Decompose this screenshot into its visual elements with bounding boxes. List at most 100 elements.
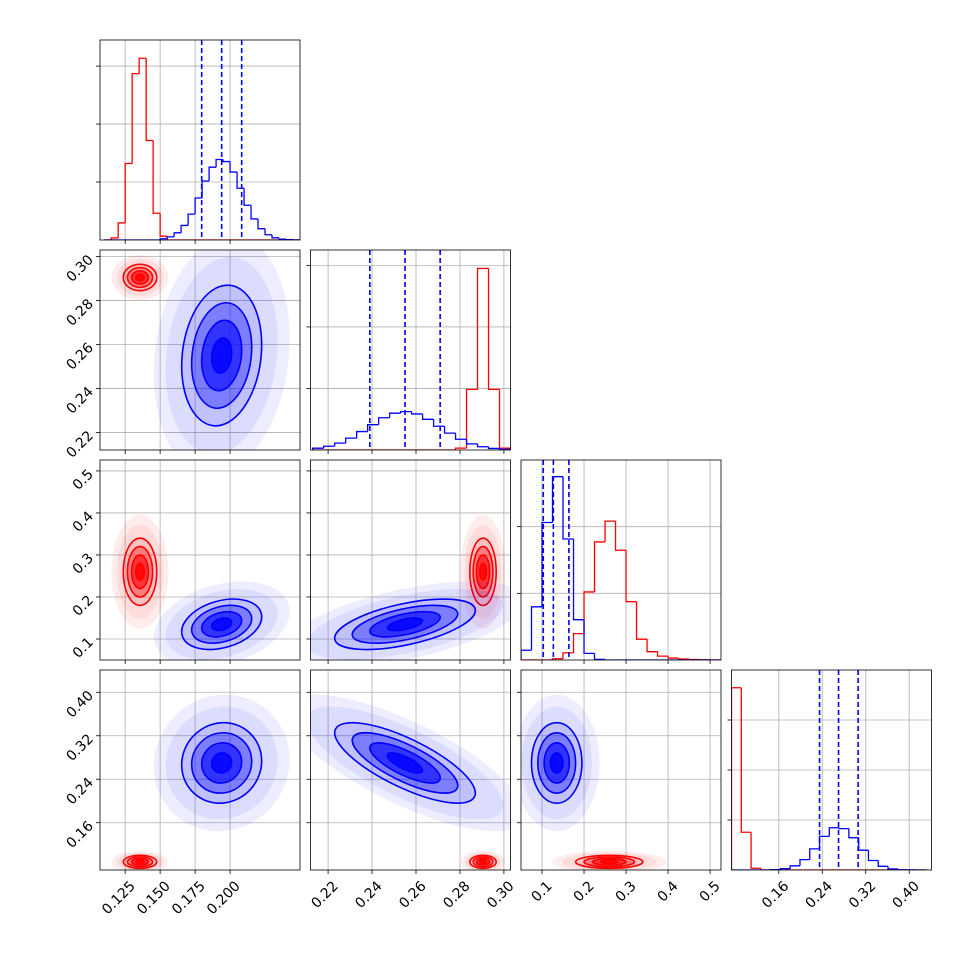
- hist-step: [498, 389, 511, 450]
- hist-step: [583, 591, 595, 634]
- density-contour: [135, 859, 145, 865]
- hist-step: [572, 632, 585, 653]
- histogram-panel: [312, 250, 511, 450]
- hist-step: [487, 268, 500, 391]
- hist-step: [809, 848, 820, 860]
- hist-step: [656, 651, 669, 657]
- hist-step: [180, 224, 189, 233]
- histogram-panel: [104, 40, 300, 240]
- hist-step: [789, 865, 800, 869]
- hist-step: [124, 162, 133, 223]
- hist-step: [635, 601, 648, 640]
- hist-step: [583, 619, 595, 655]
- hist-step: [145, 58, 154, 142]
- hist-step: [187, 213, 196, 226]
- hist-step: [410, 411, 423, 415]
- x-tick-label: 0.4: [655, 878, 682, 905]
- y-tick-label: 0.22: [63, 428, 96, 461]
- hist-step: [521, 649, 532, 660]
- hist-step: [604, 520, 616, 542]
- density-contour: [600, 859, 619, 865]
- hist-step: [838, 827, 849, 830]
- hist-step: [551, 476, 564, 523]
- hist-step: [731, 687, 742, 870]
- hist-step: [271, 234, 280, 239]
- density-contour: [386, 617, 424, 632]
- y-tick-label: 0.28: [63, 296, 96, 329]
- x-tick-label: 0.16: [759, 878, 792, 911]
- density-contour: [135, 562, 145, 581]
- histogram-panel: [521, 460, 721, 660]
- y-tick-label: 0.24: [63, 384, 96, 417]
- hist-step: [867, 850, 879, 862]
- hist-step: [366, 424, 379, 432]
- hist-step: [530, 606, 543, 651]
- hist-step: [250, 205, 259, 220]
- hist-step: [243, 188, 252, 206]
- panel-frame: [310, 669, 511, 871]
- hist-step: [487, 446, 500, 450]
- hist-step: [593, 653, 606, 660]
- hist-step: [443, 426, 456, 434]
- x-tick-label: 0.2: [571, 878, 598, 905]
- hist-step: [740, 687, 752, 833]
- y-tick-label: 0.16: [63, 818, 96, 851]
- density-contour: [210, 337, 233, 374]
- hist-step: [229, 161, 238, 173]
- hist-step: [667, 656, 679, 659]
- y-tick-label: 0.4: [70, 508, 97, 535]
- y-tick-label: 0.26: [63, 340, 96, 373]
- hist-step: [222, 159, 231, 163]
- y-tick-label: 0.1: [70, 635, 97, 662]
- hist-step: [828, 827, 840, 837]
- hist-step: [848, 828, 859, 839]
- hist-step: [498, 448, 511, 450]
- scatter-panel: [111, 694, 290, 870]
- scatter-panel: [310, 514, 511, 660]
- x-tick-label: 0.26: [396, 878, 429, 911]
- x-tick-label: 0.1: [529, 878, 556, 905]
- hist-step: [476, 267, 489, 390]
- y-tick-label: 0.32: [63, 731, 96, 764]
- hist-step: [887, 866, 898, 870]
- hist-step: [646, 639, 658, 653]
- density-contour: [549, 752, 564, 774]
- hist-step: [399, 410, 412, 414]
- y-tick-label: 0.40: [63, 688, 96, 721]
- hist-step: [257, 218, 266, 230]
- hist-step: [173, 232, 182, 237]
- hist-step: [858, 837, 869, 851]
- panel-frame: [310, 459, 511, 661]
- hist-step: [208, 166, 217, 181]
- y-tick-label: 0.5: [70, 466, 97, 493]
- hist-step: [465, 439, 478, 445]
- density-contour: [478, 562, 488, 581]
- panel-frame: [520, 669, 722, 871]
- hist-step: [614, 521, 627, 551]
- hist-step: [818, 835, 830, 849]
- hist-step: [541, 521, 553, 607]
- hist-step: [750, 832, 761, 869]
- x-tick-label: 0.40: [889, 878, 922, 911]
- x-tick-label: 0.200: [204, 878, 244, 918]
- hist-step: [388, 412, 401, 418]
- panel-frame: [99, 459, 301, 661]
- hist-step: [117, 222, 126, 238]
- x-tick-label: 0.32: [846, 878, 879, 911]
- hist-step: [432, 419, 445, 427]
- hist-step: [194, 197, 203, 215]
- panel-frame: [310, 249, 511, 451]
- scatter-panel: [310, 694, 511, 870]
- hist-step: [454, 433, 467, 440]
- scatter-panel: [111, 250, 290, 450]
- hist-step: [625, 550, 637, 603]
- hist-step: [345, 437, 357, 444]
- hist-step: [593, 541, 606, 592]
- hist-step: [110, 237, 119, 240]
- density-contour: [478, 859, 488, 865]
- density-contour: [210, 752, 233, 774]
- panel-frame: [99, 39, 301, 241]
- hist-step: [760, 868, 771, 870]
